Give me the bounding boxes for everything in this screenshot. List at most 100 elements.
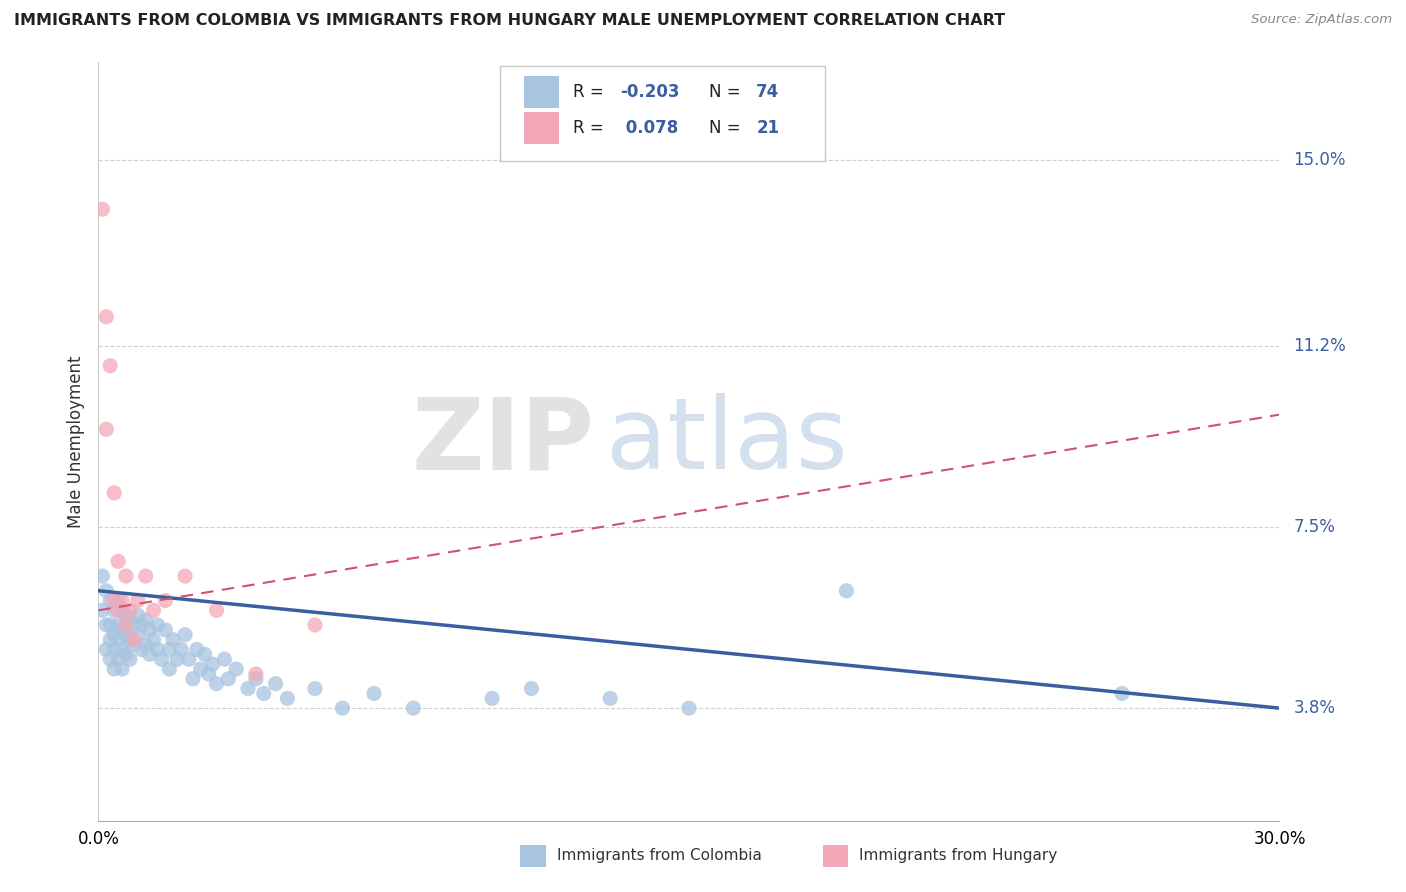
Point [194,648,217,662]
Point [264,676,287,690]
Point [107,603,129,617]
Point [118,632,141,647]
Text: 74: 74 [756,83,779,101]
Point [205,603,228,617]
Point [157,662,180,676]
Y-axis label: Male Unemployment: Male Unemployment [66,355,84,528]
Point [135,613,157,627]
Point [835,583,858,598]
Point [96,422,118,436]
Point [118,652,141,666]
Point [98,593,121,607]
Point [402,701,425,715]
Point [111,603,134,617]
Point [96,310,118,324]
Point [118,603,141,617]
Point [91,569,114,583]
Point [127,593,149,607]
Point [103,642,125,657]
Point [599,691,621,706]
Point [138,648,160,662]
Point [107,593,129,607]
Text: Immigrants from Hungary: Immigrants from Hungary [859,848,1057,863]
Text: 15.0%: 15.0% [1294,152,1346,169]
Point [107,652,129,666]
Point [115,608,138,623]
Point [245,666,267,681]
Text: 21: 21 [756,119,779,136]
Point [91,603,114,617]
Point [177,652,200,666]
Point [127,608,149,623]
Point [98,359,121,373]
Point [96,583,118,598]
Point [245,672,267,686]
Point [122,618,145,632]
Point [91,202,114,217]
Point [155,623,177,637]
Point [135,569,157,583]
Point [166,652,188,666]
FancyBboxPatch shape [501,66,825,161]
Point [103,662,125,676]
Point [111,623,134,637]
Point [174,628,197,642]
Point [111,642,134,657]
Point [205,676,228,690]
Point [520,681,543,696]
Point [332,701,354,715]
Point [304,681,326,696]
Point [146,618,169,632]
Point [96,618,118,632]
Point [96,642,118,657]
Text: Source: ZipAtlas.com: Source: ZipAtlas.com [1251,13,1392,27]
Point [135,638,157,652]
Point [217,672,239,686]
Point [253,686,276,700]
Point [170,642,193,657]
Text: atlas: atlas [606,393,848,490]
Point [236,681,259,696]
Text: 3.8%: 3.8% [1294,699,1336,717]
Text: R =: R = [574,83,609,101]
Point [142,632,165,647]
Point [131,642,153,657]
Point [107,554,129,568]
Point [186,642,208,657]
Point [162,632,184,647]
Text: ZIP: ZIP [412,393,595,490]
Point [304,618,326,632]
Point [1111,686,1133,700]
Point [107,632,129,647]
Point [155,593,177,607]
FancyBboxPatch shape [523,112,560,144]
Point [201,657,224,672]
Text: Immigrants from Colombia: Immigrants from Colombia [557,848,762,863]
Point [122,638,145,652]
Point [146,642,169,657]
Point [98,618,121,632]
Text: 0.078: 0.078 [620,119,679,136]
Text: N =: N = [709,119,747,136]
Point [131,618,153,632]
Point [225,662,247,676]
Text: R =: R = [574,119,609,136]
Point [197,666,219,681]
Point [103,486,125,500]
Point [214,652,236,666]
Text: N =: N = [709,83,747,101]
Point [363,686,385,700]
Point [103,603,125,617]
Point [174,569,197,583]
Point [98,632,121,647]
Point [103,628,125,642]
Point [111,593,134,607]
Text: 7.5%: 7.5% [1294,518,1336,536]
Point [138,623,160,637]
Point [111,662,134,676]
Point [276,691,298,706]
Point [127,628,149,642]
Point [115,569,138,583]
Point [481,691,503,706]
Point [115,648,138,662]
